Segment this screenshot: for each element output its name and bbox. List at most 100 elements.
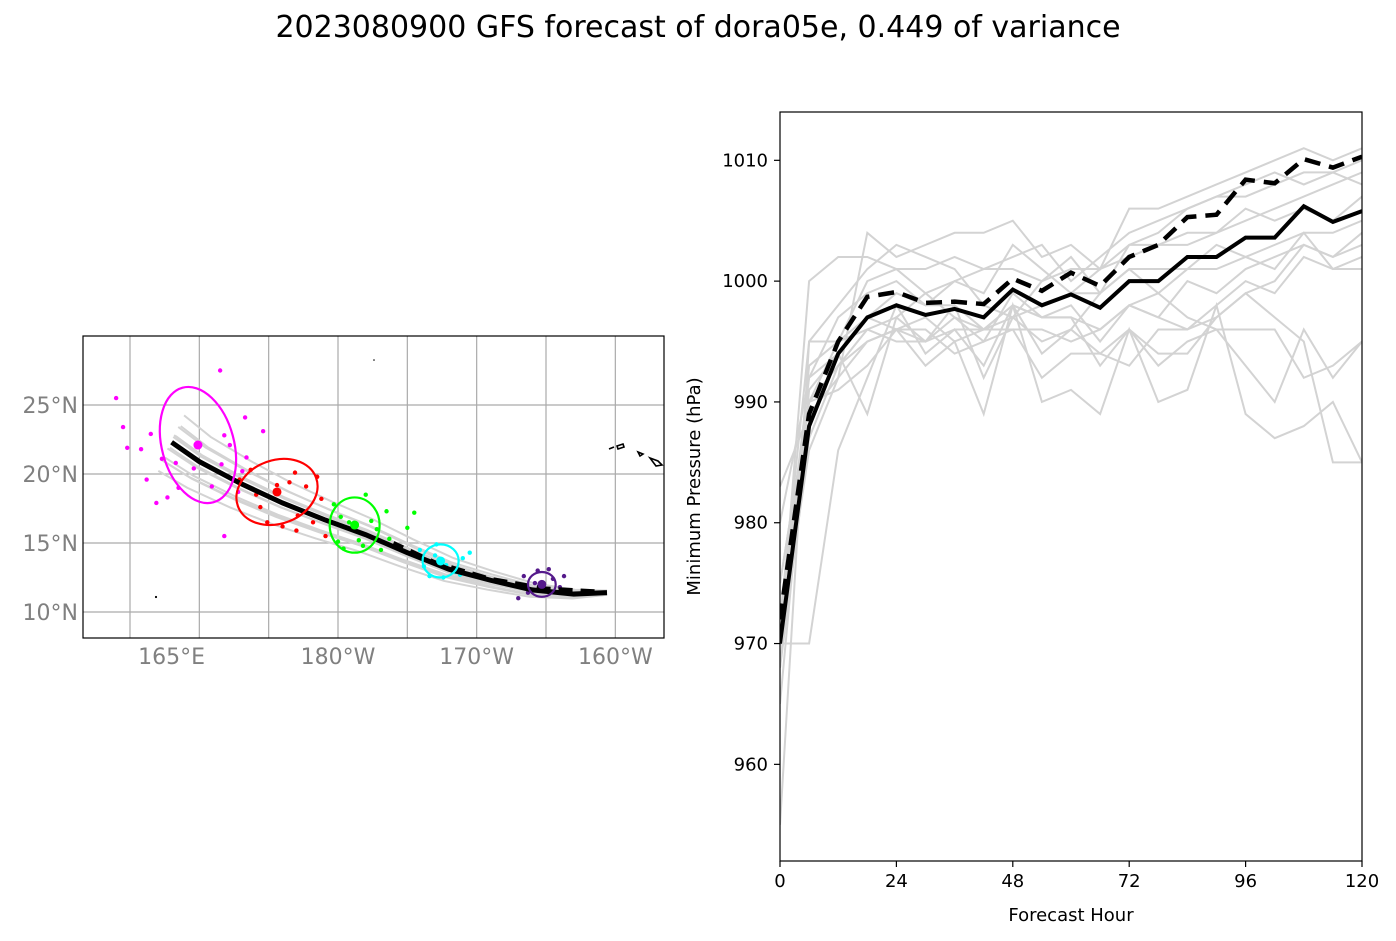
- member-position-dot: [154, 500, 159, 506]
- member-position-dot: [405, 525, 410, 531]
- island-dot: [373, 359, 375, 361]
- plot-frame: [779, 111, 1363, 862]
- member-pressure-line: [780, 301, 1362, 584]
- member-position-dot: [294, 528, 299, 533]
- member-pressure-line: [780, 147, 1362, 487]
- mean-pressure-dashed-line: [780, 154, 1362, 620]
- uncertainty-ellipse: [421, 543, 460, 579]
- member-position-dot: [125, 445, 130, 450]
- member-position-dot: [360, 543, 366, 548]
- member-pressure-line: [780, 195, 1362, 620]
- y-tick-label: 1010: [722, 150, 768, 171]
- member-position-dot: [191, 466, 196, 471]
- y-tick-label: 970: [734, 634, 768, 655]
- x-tick-label: 24: [885, 871, 908, 892]
- member-position-dot: [319, 496, 324, 502]
- ensemble-mean-position-dot: [537, 579, 547, 589]
- lat-tick-label: 20°N: [23, 463, 78, 488]
- member-position-dot: [165, 495, 170, 500]
- member-pressure-line: [780, 219, 1362, 668]
- lon-tick-label: 170°W: [439, 645, 514, 670]
- member-position-dot: [287, 480, 292, 485]
- x-tick-label: 0: [774, 871, 785, 892]
- member-position-dot: [335, 539, 341, 544]
- member-position-dot: [292, 470, 298, 475]
- lon-tick-label: 160°W: [578, 645, 653, 670]
- member-pressure-line: [780, 171, 1362, 584]
- member-position-dot: [227, 442, 233, 448]
- pressure-plot-panel: 0 24 48 72 96 120 960 970 980 990 1000 1010 Forecast…: [684, 111, 1379, 926]
- member-position-dot: [384, 509, 389, 514]
- mean-pressure-solid-line: [780, 203, 1362, 644]
- member-position-dot: [467, 550, 472, 555]
- x-tick-label: 120: [1345, 871, 1379, 892]
- member-position-dot: [173, 460, 178, 466]
- member-position-dot: [546, 567, 551, 572]
- member-position-dot: [144, 477, 149, 482]
- member-position-dot: [417, 547, 423, 553]
- member-position-dot: [374, 527, 380, 532]
- member-position-dot: [338, 514, 343, 519]
- member-track-line: [173, 434, 608, 593]
- member-pressure-line: [780, 255, 1362, 620]
- member-position-dot: [516, 596, 521, 601]
- uncertainty-ellipse: [328, 496, 381, 554]
- member-position-dot: [222, 433, 227, 438]
- lon-tick-label: 180°W: [301, 645, 376, 670]
- member-position-dot: [113, 395, 119, 401]
- member-position-dot: [561, 573, 567, 579]
- member-position-dot: [222, 533, 227, 539]
- member-position-dot: [356, 538, 361, 543]
- map-tracks: [113, 368, 608, 601]
- member-pressure-line: [780, 159, 1362, 825]
- member-position-dot: [387, 536, 392, 542]
- member-track-line: [172, 436, 608, 593]
- ensemble-mean-position-dot: [193, 440, 203, 450]
- ensemble-mean-position-dot: [272, 487, 282, 497]
- y-axis-label: Minimum Pressure (hPa): [684, 377, 705, 595]
- member-track-line: [180, 425, 608, 596]
- member-position-dot: [432, 553, 438, 558]
- member-track-line: [169, 446, 608, 598]
- member-position-dot: [242, 415, 248, 420]
- member-position-dot: [521, 573, 527, 579]
- x-tick-label: 72: [1118, 871, 1141, 892]
- x-axis-label: Forecast Hour: [1008, 905, 1134, 926]
- map-frame: [82, 335, 665, 639]
- uncertainty-ellipse: [526, 570, 557, 598]
- member-position-dot: [412, 510, 417, 515]
- member-position-dot: [209, 484, 215, 489]
- member-position-dot: [346, 520, 352, 525]
- member-track-line: [177, 426, 608, 592]
- uncertainty-ellipse: [235, 457, 319, 527]
- member-position-dot: [219, 462, 224, 467]
- island-outline: [608, 442, 664, 467]
- member-position-dot: [280, 524, 285, 529]
- member-track-line: [161, 459, 608, 595]
- ensemble-mean-position-dot: [350, 520, 360, 530]
- x-tick-label: 96: [1234, 871, 1257, 892]
- member-position-dot: [265, 520, 270, 525]
- member-position-dot: [274, 482, 280, 488]
- member-track-line: [162, 460, 608, 599]
- member-position-dot: [460, 555, 465, 561]
- x-tick-label: 48: [1001, 871, 1024, 892]
- track-map-panel: 165°E 180°W 170°W 160°W 25°N 20°N 15°N 10°N: [23, 335, 665, 670]
- member-position-dot: [378, 547, 384, 553]
- ensemble-mean-position-dot: [436, 556, 446, 566]
- member-position-dot: [323, 533, 328, 539]
- member-position-dot: [369, 518, 374, 524]
- member-position-dot: [532, 580, 538, 586]
- member-pressure-line: [780, 231, 1362, 620]
- member-position-dot: [217, 368, 223, 373]
- lat-tick-label: 10°N: [23, 601, 78, 626]
- lat-tick-label: 25°N: [23, 394, 78, 419]
- lat-tick-label: 15°N: [23, 532, 78, 557]
- member-position-dot: [303, 484, 309, 489]
- pressure-series: [780, 147, 1362, 825]
- member-position-dot: [138, 446, 144, 452]
- uncertainty-ellipse: [158, 385, 238, 505]
- member-pressure-line: [780, 267, 1362, 668]
- mean-track-dashed: [392, 541, 595, 594]
